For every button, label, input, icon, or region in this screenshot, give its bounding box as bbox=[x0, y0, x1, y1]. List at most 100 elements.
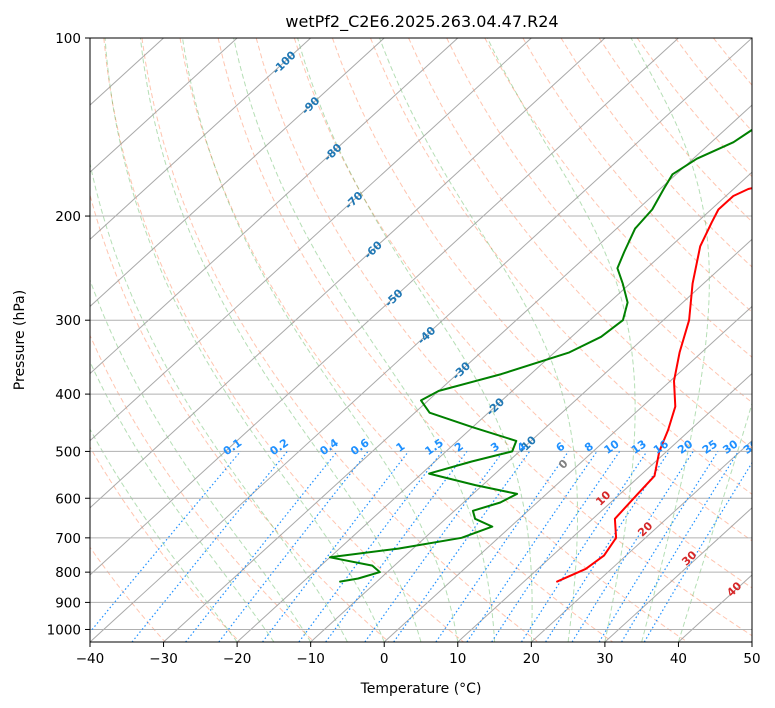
mixing-ratio-label: 10 bbox=[602, 437, 622, 457]
background-lines bbox=[90, 38, 752, 642]
dry-adiabat bbox=[141, 38, 539, 642]
dry-adiabat bbox=[446, 38, 752, 404]
mixing-ratio-line bbox=[185, 451, 338, 642]
x-tick-label: 20 bbox=[523, 651, 540, 667]
x-axis-label: Temperature (°C) bbox=[360, 681, 482, 697]
dry-adiabat bbox=[636, 38, 752, 178]
mixing-ratio-line bbox=[364, 451, 504, 642]
skewed-isotherm bbox=[530, 439, 752, 642]
skewed-isotherm bbox=[90, 38, 459, 375]
moist-adiabat bbox=[90, 161, 348, 642]
moist-adiabat-label: 10 bbox=[593, 488, 613, 508]
y-tick-label: 300 bbox=[55, 313, 81, 329]
mixing-ratio-line bbox=[520, 451, 648, 642]
y-tick-label: 100 bbox=[55, 31, 81, 47]
y-tick-label: 900 bbox=[55, 595, 81, 611]
moist-adiabat bbox=[104, 38, 385, 642]
dry-adiabat bbox=[522, 38, 752, 313]
x-tick-label: 30 bbox=[596, 651, 613, 667]
mixing-ratio-line bbox=[262, 451, 409, 642]
moist-adiabat-label: 30 bbox=[679, 548, 699, 568]
x-tick-label: −40 bbox=[76, 651, 105, 667]
dry-adiabat bbox=[484, 38, 752, 358]
temperature-line bbox=[556, 187, 752, 583]
skewed-isotherm bbox=[90, 38, 606, 509]
mixing-ratio-line bbox=[435, 451, 569, 642]
mixing-ratio-label: 0.4 bbox=[317, 436, 341, 458]
mixing-ratio-line bbox=[466, 451, 598, 642]
moist-adiabat bbox=[486, 38, 636, 642]
moist-adiabat bbox=[182, 38, 459, 642]
mixing-ratio-line bbox=[298, 451, 443, 642]
mixing-ratio-line bbox=[393, 451, 531, 642]
x-tick-label: 50 bbox=[743, 651, 760, 667]
moist-adiabat-label: 0 bbox=[556, 457, 571, 472]
y-axis-label: Pressure (hPa) bbox=[12, 290, 28, 390]
dry-adiabat bbox=[179, 38, 613, 642]
moist-adiabat bbox=[233, 38, 496, 642]
y-tick-label: 800 bbox=[55, 565, 81, 581]
y-tick-label: 200 bbox=[55, 209, 81, 225]
moist-adiabat bbox=[677, 401, 752, 642]
y-tick-label: 1000 bbox=[47, 622, 81, 638]
dry-adiabat bbox=[103, 38, 464, 642]
dry-adiabat bbox=[408, 38, 752, 449]
y-tick-label: 400 bbox=[55, 387, 81, 403]
skewed-isotherm bbox=[751, 641, 752, 642]
moist-adiabat bbox=[139, 38, 422, 642]
mixing-ratio-line bbox=[325, 451, 468, 642]
x-axis: −40 −30 −20 −10 0 10 20 30 40 50 bbox=[76, 642, 761, 667]
sounding-profiles bbox=[329, 128, 752, 583]
mixing-ratio-line bbox=[131, 451, 288, 642]
dry-adiabat bbox=[217, 38, 688, 642]
moist-adiabat-label: 40 bbox=[724, 579, 744, 599]
mixing-ratio-label: 0.1 bbox=[221, 436, 244, 458]
dry-adiabat bbox=[293, 38, 752, 589]
mixing-ratio-line bbox=[621, 451, 739, 642]
dry-adiabat bbox=[331, 38, 752, 542]
y-tick-label: 500 bbox=[55, 444, 81, 460]
mixing-ratio-line bbox=[545, 451, 670, 642]
y-axis: 100 200 300 400 500 600 700 800 900 1000 bbox=[47, 31, 90, 638]
moist-adiabat bbox=[90, 278, 312, 642]
mixing-ratio-label: 3 bbox=[488, 440, 502, 455]
mixing-ratio-line bbox=[218, 451, 369, 642]
moist-adiabat bbox=[379, 38, 578, 642]
mixing-ratio-label: 25 bbox=[700, 437, 720, 456]
skewed-isotherm bbox=[457, 372, 752, 642]
skewed-isotherm bbox=[90, 38, 385, 308]
dry-adiabat bbox=[90, 546, 166, 642]
mixing-ratio-line bbox=[571, 451, 694, 642]
x-tick-label: −10 bbox=[296, 651, 325, 667]
dewpoint-line bbox=[329, 128, 752, 583]
x-tick-label: −30 bbox=[149, 651, 178, 667]
mixing-ratio-lines bbox=[90, 451, 752, 642]
skewed-isotherm bbox=[383, 305, 752, 642]
x-tick-label: 0 bbox=[380, 651, 389, 667]
plot-area: 0.1 0.2 0.4 0.6 1 1.5 2 3 4 6 8 10 13 16 20 25 30 36-100-… bbox=[90, 38, 761, 642]
dry-adiabat bbox=[90, 446, 241, 642]
skewed-isotherm bbox=[90, 38, 312, 241]
moist-adiabat bbox=[630, 38, 710, 642]
skewed-isotherm bbox=[163, 104, 752, 642]
chart-title: wetPf2_C2E6.2025.263.04.47.R24 bbox=[285, 12, 558, 32]
x-tick-label: −20 bbox=[223, 651, 252, 667]
mixing-ratio-line bbox=[643, 461, 752, 642]
dry-adiabat bbox=[90, 193, 390, 642]
moist-adiabat bbox=[90, 360, 275, 642]
plot-frame bbox=[89, 37, 753, 643]
mixing-ratio-label: 13 bbox=[629, 437, 649, 456]
moist-adiabat bbox=[90, 428, 238, 642]
skewed-isotherm bbox=[604, 507, 752, 642]
y-tick-label: 600 bbox=[55, 491, 81, 507]
x-tick-label: 40 bbox=[670, 651, 687, 667]
dry-adiabat bbox=[751, 38, 752, 40]
skewed-isotherm bbox=[236, 171, 752, 642]
mixing-ratio-line bbox=[90, 451, 241, 633]
mixing-ratio-line bbox=[491, 451, 621, 642]
mixing-ratio-label: 36 bbox=[741, 437, 761, 457]
skewed-isotherm bbox=[310, 238, 752, 642]
mixing-ratio-label: 6 bbox=[554, 439, 568, 454]
mixing-ratio-label: 2 bbox=[452, 440, 466, 455]
